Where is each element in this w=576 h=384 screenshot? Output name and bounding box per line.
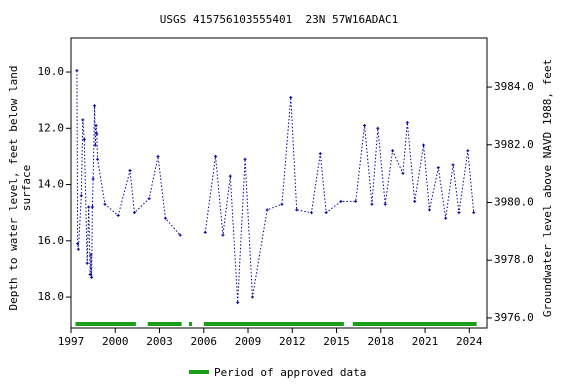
y2-tick-label: 3976.0 <box>494 311 534 324</box>
x-tick-label: 2018 <box>368 335 395 348</box>
data-point <box>250 295 254 299</box>
y-tick-label: 18.0 <box>38 290 65 303</box>
approved-period <box>189 322 192 326</box>
data-point <box>95 132 99 136</box>
plot-frame <box>70 37 488 329</box>
data-point <box>401 171 405 175</box>
data-point <box>75 69 79 73</box>
data-point <box>203 230 207 234</box>
data-point <box>90 275 94 279</box>
data-point <box>243 157 247 161</box>
y2-tick-label: 3982.0 <box>494 138 534 151</box>
data-point <box>147 197 151 201</box>
data-point <box>76 247 80 251</box>
data-point <box>339 199 343 203</box>
data-point <box>128 168 132 172</box>
data-point <box>93 143 97 147</box>
data-line <box>204 97 475 303</box>
data-point <box>405 121 409 125</box>
chart-title: USGS 415756103555401 23N 57W16ADAC1 <box>160 13 398 26</box>
data-point <box>444 216 448 220</box>
data-point <box>289 95 293 99</box>
y2-tick-label: 3978.0 <box>494 253 534 266</box>
data-point <box>318 152 322 156</box>
y-tick-label: 10.0 <box>38 65 65 78</box>
data-point <box>451 163 455 167</box>
x-tick-label: 1997 <box>58 335 85 348</box>
approved-period <box>75 322 136 326</box>
data-point <box>90 205 94 209</box>
x-tick-label: 2024 <box>456 335 483 348</box>
data-point <box>103 202 107 206</box>
y2-tick-label: 3984.0 <box>494 80 534 93</box>
data-point <box>370 202 374 206</box>
y-axis-label: surface <box>20 165 33 211</box>
data-point <box>163 216 167 220</box>
data-point <box>88 273 92 277</box>
data-point <box>413 199 417 203</box>
x-tick-label: 2006 <box>191 335 218 348</box>
data-point <box>427 208 431 212</box>
data-point <box>156 154 160 158</box>
data-point <box>265 208 269 212</box>
x-tick-label: 2015 <box>323 335 350 348</box>
y-axis-label: Depth to water level, feet below land <box>7 65 20 310</box>
data-point <box>436 166 440 170</box>
x-tick-label: 2021 <box>412 335 439 348</box>
approved-period <box>352 322 477 326</box>
data-point <box>132 211 136 215</box>
data-point <box>236 301 240 305</box>
data-point <box>295 208 299 212</box>
data-point <box>221 233 225 237</box>
data-point <box>422 143 426 147</box>
data-point <box>472 211 476 215</box>
data-point <box>87 205 91 209</box>
y2-tick-label: 3980.0 <box>494 195 534 208</box>
data-point <box>354 199 358 203</box>
data-point <box>91 177 95 181</box>
data-point <box>96 157 100 161</box>
data-point <box>93 104 97 108</box>
data-point <box>457 211 461 215</box>
data-point <box>466 149 470 153</box>
y-tick-label: 12.0 <box>38 121 65 134</box>
y-tick-label: 16.0 <box>38 234 65 247</box>
data-point <box>391 149 395 153</box>
data-point <box>76 242 80 246</box>
x-tick-label: 2003 <box>146 335 173 348</box>
data-point <box>383 202 387 206</box>
data-point <box>309 211 313 215</box>
data-point <box>116 213 120 217</box>
y2-axis-label: Groundwater level above NAVD 1988, feet <box>541 59 554 317</box>
x-tick-label: 2009 <box>235 335 262 348</box>
data-point <box>363 123 367 127</box>
x-tick-label: 2000 <box>102 335 129 348</box>
data-point <box>280 202 284 206</box>
y-tick-label: 14.0 <box>38 178 65 191</box>
data-point <box>228 174 232 178</box>
data-point <box>214 154 218 158</box>
data-point <box>82 138 86 142</box>
legend-label: Period of approved data <box>214 366 366 379</box>
data-point <box>89 253 93 257</box>
data-point <box>324 211 328 215</box>
data-point <box>178 233 182 237</box>
data-point <box>376 126 380 130</box>
x-tick-label: 2012 <box>279 335 306 348</box>
approved-period <box>203 322 344 326</box>
approved-period <box>147 322 182 326</box>
data-point <box>79 194 83 198</box>
data-point <box>85 261 89 265</box>
data-line <box>76 70 181 278</box>
data-point <box>94 123 98 127</box>
data-point <box>81 118 85 122</box>
